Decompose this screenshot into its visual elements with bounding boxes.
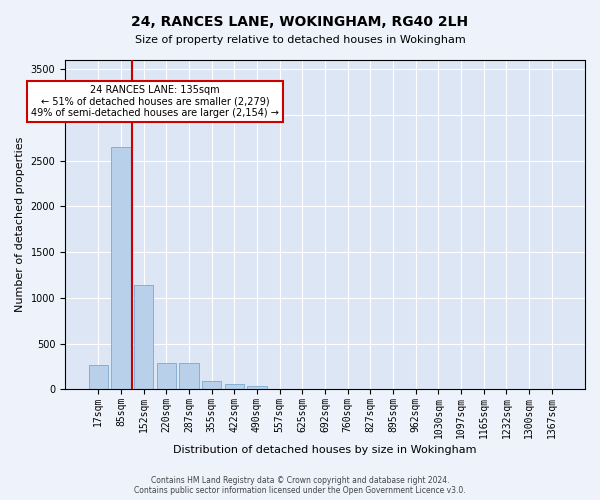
Y-axis label: Number of detached properties: Number of detached properties (15, 137, 25, 312)
Bar (224, 384, 244, 390)
X-axis label: Distribution of detached houses by size in Wokingham: Distribution of detached houses by size … (173, 445, 477, 455)
Bar (247, 386, 266, 390)
Bar (89, 364, 108, 390)
Bar (134, 285, 153, 390)
Text: 24 RANCES LANE: 135sqm
← 51% of detached houses are smaller (2,279)
49% of semi-: 24 RANCES LANE: 135sqm ← 51% of detached… (31, 84, 279, 118)
Text: Contains HM Land Registry data © Crown copyright and database right 2024.
Contai: Contains HM Land Registry data © Crown c… (134, 476, 466, 495)
Bar (157, 363, 176, 390)
Bar (179, 363, 199, 390)
Bar (112, 147, 131, 390)
Bar (202, 381, 221, 390)
Text: Size of property relative to detached houses in Wokingham: Size of property relative to detached ho… (134, 35, 466, 45)
Text: 24, RANCES LANE, WOKINGHAM, RG40 2LH: 24, RANCES LANE, WOKINGHAM, RG40 2LH (131, 15, 469, 29)
